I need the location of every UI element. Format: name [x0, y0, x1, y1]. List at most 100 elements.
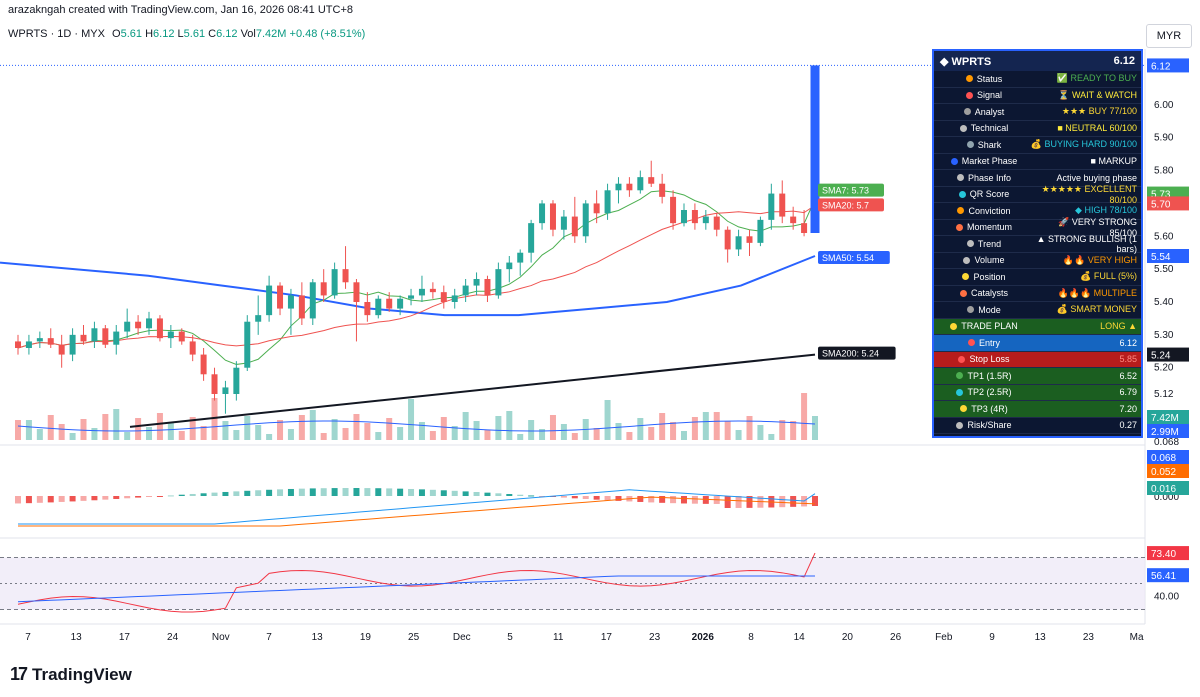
candle-body: [626, 183, 633, 191]
row-icon: [965, 75, 973, 83]
macd-tick-label: 0.000: [1154, 492, 1179, 503]
panel-row-label: TP3 (4R): [938, 404, 1030, 414]
panel-row-value: ⏳ WAIT & WATCH: [1058, 89, 1137, 100]
candle-body: [560, 216, 567, 230]
macd-tag-box: [1147, 450, 1189, 464]
volume-bar: [626, 432, 633, 440]
panel-row-value: 🔥🔥 VERY HIGH: [1062, 254, 1137, 265]
macd-bar: [680, 496, 687, 504]
candle: [342, 246, 349, 289]
row-icon: [967, 306, 975, 314]
candle-body: [429, 288, 436, 293]
tradingview-logo[interactable]: 17 TradingView: [10, 664, 132, 685]
candle-body: [648, 177, 655, 184]
macd-bar: [244, 490, 251, 496]
macd-bar: [211, 492, 218, 496]
x-axis-label: 20: [842, 632, 854, 643]
x-axis-label: 11: [553, 632, 564, 643]
volume-bar: [549, 415, 556, 440]
macd-bar: [255, 490, 262, 496]
candle: [593, 190, 600, 224]
volume-bar: [670, 422, 677, 440]
candle-body: [320, 282, 327, 296]
candle: [670, 190, 677, 230]
macd-bar: [440, 490, 447, 496]
candle: [211, 367, 218, 401]
sma50-line: [0, 255, 816, 317]
open-value: 5.61: [120, 28, 143, 40]
panel-row-label: Volume: [938, 255, 1030, 265]
symbol-legend: WPRTS · 1D · MYX O5.61 H6.12 L5.61 C6.12…: [8, 28, 365, 40]
currency-button[interactable]: MYR: [1146, 24, 1192, 48]
price-tick-label: 5.40: [1154, 297, 1174, 308]
macd-bar: [222, 491, 229, 496]
label-text: SMA50: 5.54: [822, 253, 874, 263]
rsi-ma-line: [17, 575, 815, 603]
candle-body: [364, 302, 371, 316]
volume-bar: [779, 420, 786, 440]
x-axis-label: 13: [71, 632, 83, 643]
candle: [69, 328, 76, 362]
price-tick-label: 6.00: [1154, 100, 1174, 111]
candle: [375, 295, 382, 319]
macd-bar: [25, 496, 32, 504]
candle: [47, 328, 54, 348]
price-tick-label: 5.20: [1154, 363, 1174, 374]
panel-title: ◆ WPRTS: [940, 55, 992, 68]
volume-bar: [156, 413, 163, 440]
volume-value: 7.42M: [255, 28, 287, 40]
candle: [58, 334, 65, 368]
candle-body: [189, 341, 196, 355]
candle-body: [724, 229, 731, 250]
row-icon: [956, 421, 964, 429]
macd-bar: [517, 494, 524, 496]
candle-body: [571, 216, 578, 237]
panel-row-shark: Shark 💰 BUYING HARD 90/100: [934, 137, 1141, 154]
row-icon: [957, 207, 965, 215]
macd-bar: [451, 490, 458, 496]
panel-row-label: Position: [938, 272, 1030, 282]
candle-series: [15, 65, 820, 414]
candle-body: [47, 338, 54, 345]
row-icon: [959, 289, 967, 297]
panel-row-label: QR Score: [938, 189, 1030, 199]
candle-body: [735, 236, 742, 250]
candle: [331, 262, 338, 299]
row-icon: [958, 190, 966, 198]
volume-bar: [473, 421, 480, 440]
candle: [113, 325, 120, 355]
row-icon: [955, 223, 963, 231]
volume-bar: [593, 428, 600, 440]
macd-bar: [429, 489, 436, 496]
candle: [484, 275, 491, 302]
candle-body: [408, 295, 415, 299]
price-tag-text: 5.54: [1151, 252, 1171, 263]
macd-bar: [571, 496, 578, 499]
candle: [680, 203, 687, 227]
x-axis-label: 25: [408, 632, 420, 643]
row-icon: [959, 124, 967, 132]
symbol-name[interactable]: WPRTS · 1D · MYX: [8, 28, 105, 40]
candle: [549, 200, 556, 237]
panel-row-label: Mode: [938, 305, 1030, 315]
high-value: 6.12: [153, 28, 175, 40]
volume-bar: [309, 410, 316, 440]
macd-tag: 0.068: [1147, 450, 1189, 464]
candle: [233, 361, 240, 401]
panel-row-value: 🚀 VERY STRONG 85/100: [1058, 216, 1137, 238]
candle-body: [211, 374, 218, 394]
candle-body: [200, 354, 207, 375]
volume-bar: [790, 421, 797, 440]
candle-body: [517, 252, 524, 263]
candle-body: [156, 318, 163, 339]
candle: [178, 328, 185, 345]
price-tag-text: 5.70: [1151, 199, 1171, 210]
panel-row-value: ✅ READY TO BUY: [1056, 73, 1137, 84]
volume-bar: [440, 417, 447, 440]
x-axis-label: 19: [360, 632, 372, 643]
candle-body: [790, 216, 797, 224]
macd-bar: [298, 488, 305, 496]
candle: [266, 275, 273, 322]
panel-row-value: ■ NEUTRAL 60/100: [1057, 123, 1137, 134]
